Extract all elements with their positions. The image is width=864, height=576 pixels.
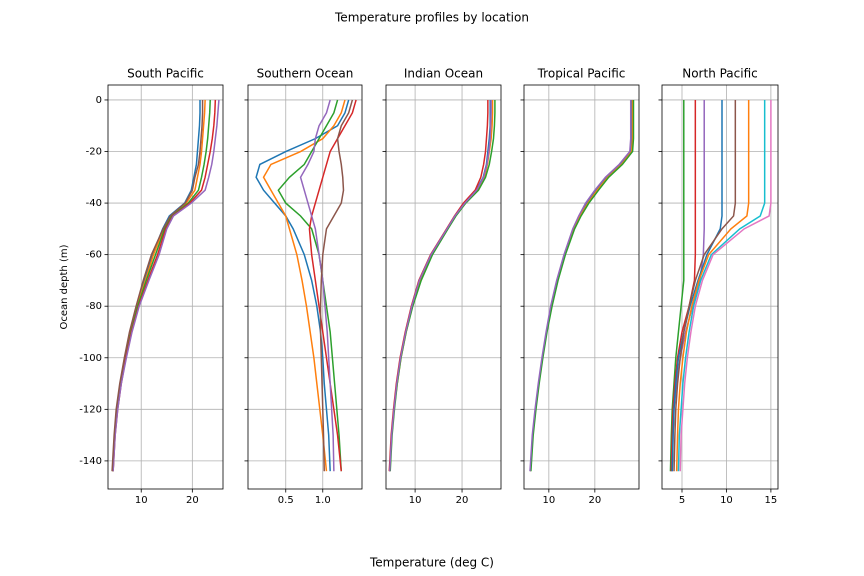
y-tick-label: -100 (79, 353, 102, 364)
axes-frame (661, 84, 779, 490)
subplot-title: Southern Ocean (257, 67, 354, 81)
subplot-title: Indian Ocean (404, 67, 483, 81)
axes-frame (107, 84, 224, 490)
profile-line (530, 99, 635, 472)
y-tick-label: -80 (86, 301, 102, 312)
axes-frame (523, 84, 640, 490)
profile-line (299, 99, 335, 472)
x-tick-label: 20 (456, 495, 469, 506)
profile-line (669, 99, 685, 472)
profile-line (529, 99, 632, 472)
x-tick-label: 1.0 (315, 495, 331, 506)
x-tick-label: 20 (186, 495, 199, 506)
profile-line (262, 99, 346, 472)
x-tick-label: 10 (720, 495, 733, 506)
profile-line (670, 99, 697, 472)
profile-line (679, 99, 772, 472)
profile-line (671, 99, 723, 472)
x-axis-label: Temperature (deg C) (369, 556, 494, 570)
figure-title: Temperature profiles by location (334, 11, 529, 25)
subplot-title: Tropical Pacific (537, 67, 626, 81)
profile-line (112, 99, 220, 472)
axes-frame (385, 84, 502, 490)
profile-line (389, 99, 492, 472)
x-tick-label: 0.5 (278, 495, 294, 506)
profile-line (673, 99, 737, 472)
subplot-title: North Pacific (682, 67, 758, 81)
x-tick-label: 10 (409, 495, 422, 506)
x-tick-label: 10 (135, 495, 148, 506)
profile-line (675, 99, 750, 472)
x-tick-label: 5 (679, 495, 685, 506)
x-tick-label: 10 (542, 495, 555, 506)
y-tick-label: -120 (79, 404, 102, 415)
y-tick-label: -140 (79, 456, 102, 467)
y-tick-label: -20 (86, 147, 102, 158)
subplot-title: South Pacific (127, 67, 204, 81)
profile-line (319, 99, 354, 472)
y-axis-label: Ocean depth (m) (59, 244, 70, 329)
profile-line (255, 99, 350, 472)
y-tick-label: 0 (96, 95, 102, 106)
axes-frame (247, 84, 363, 490)
y-tick-label: -60 (86, 250, 102, 261)
y-tick-label: -40 (86, 198, 102, 209)
profile-line (277, 99, 343, 472)
x-tick-label: 20 (588, 495, 601, 506)
profile-line (677, 99, 766, 472)
x-tick-label: 15 (765, 495, 778, 506)
profile-line (111, 99, 204, 472)
